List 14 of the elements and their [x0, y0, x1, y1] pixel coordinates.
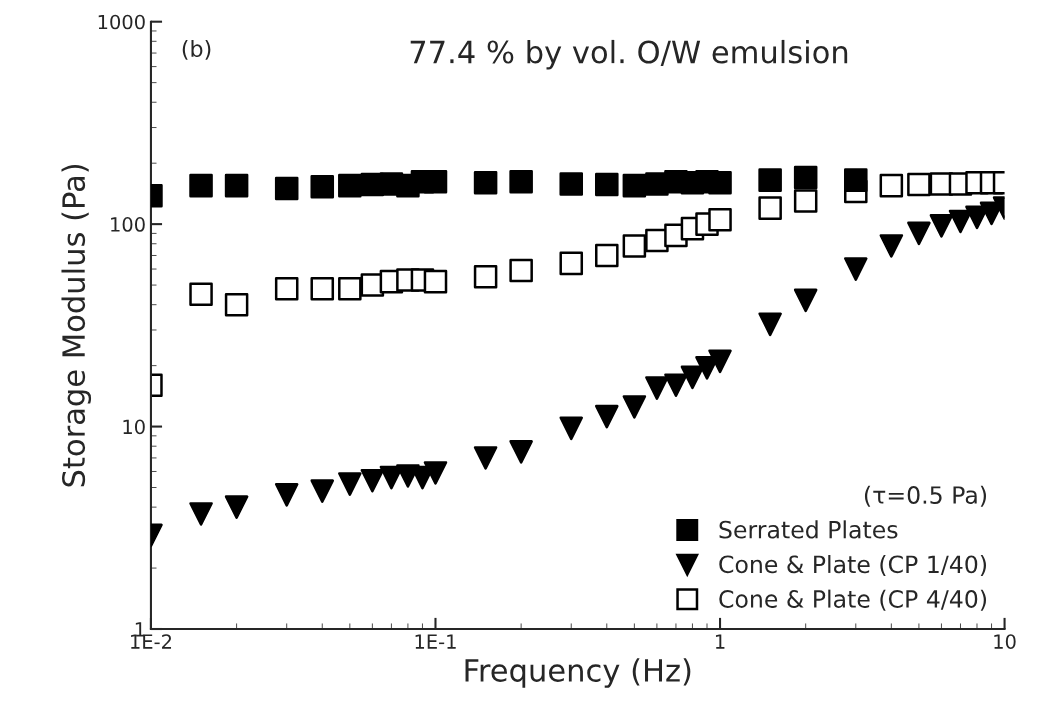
y-tick-label: 100: [111, 217, 145, 232]
y-tick-label: 10: [123, 419, 145, 435]
legend-title: (τ=0.5 Pa): [864, 485, 987, 507]
legend-label: Cone & Plate (CP 4/40): [719, 589, 987, 611]
legend-label: Cone & Plate (CP 1/40): [719, 554, 987, 577]
x-tick-label: 1E-1: [415, 634, 456, 649]
x-tick-label: 10: [994, 634, 1016, 649]
y-tick-label: 1000: [98, 14, 145, 30]
legend-label: Serrated Plates: [719, 520, 898, 539]
x-axis-title: Frequency (Hz): [465, 658, 691, 688]
text: 77.4 % by vol. O/W emulsion: [410, 39, 848, 70]
y-axis-title: Storage Modulus (Pa): [61, 164, 92, 487]
x-tick-label: 1: [715, 634, 725, 649]
annotation: (b): [182, 39, 211, 60]
